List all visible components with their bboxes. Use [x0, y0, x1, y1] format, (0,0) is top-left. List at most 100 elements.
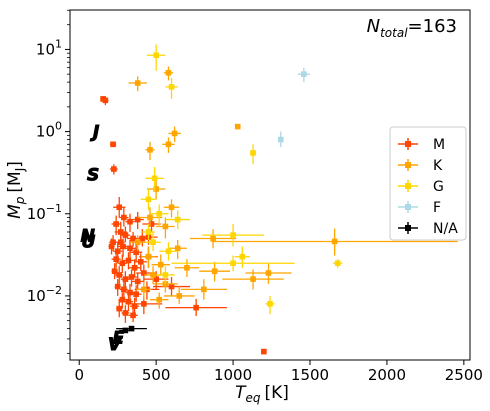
data-point — [168, 239, 187, 260]
data-point — [123, 239, 137, 260]
point-marker — [119, 296, 126, 303]
point-marker — [265, 270, 272, 276]
point-marker — [150, 272, 156, 278]
solar-system-planet-label: N — [81, 227, 95, 247]
point-marker — [127, 218, 133, 225]
point-marker — [147, 147, 153, 153]
legend-label: G — [433, 179, 444, 195]
data-point — [119, 327, 132, 334]
data-point — [150, 204, 169, 227]
point-marker — [267, 301, 273, 307]
data-point — [123, 294, 134, 312]
point-marker — [174, 245, 181, 252]
legend-entry: F — [398, 200, 441, 216]
data-point — [131, 212, 144, 230]
point-marker — [239, 253, 246, 260]
point-marker — [168, 84, 175, 90]
legend-swatch-marker — [405, 183, 411, 189]
point-marker — [141, 286, 147, 293]
point-marker — [145, 253, 152, 260]
point-marker — [141, 301, 147, 307]
data-point — [119, 207, 129, 227]
y-axis-ticks: 10−2 10−1 100 101 — [27, 9, 70, 354]
solar-system-markers: J S NU EV — [80, 122, 125, 355]
data-point — [120, 281, 128, 300]
data-point — [234, 123, 241, 130]
data-point — [120, 226, 130, 243]
data-point — [108, 238, 115, 255]
data-point — [165, 298, 227, 316]
point-marker — [117, 239, 124, 246]
data-point — [128, 76, 147, 92]
point-marker — [230, 232, 236, 238]
data-point — [115, 266, 124, 284]
point-marker — [334, 260, 341, 267]
point-marker — [147, 214, 153, 221]
point-marker — [176, 293, 183, 299]
data-point — [165, 210, 190, 230]
point-marker — [162, 272, 169, 278]
data-point — [116, 325, 147, 332]
point-marker — [211, 268, 218, 274]
data-point — [114, 279, 121, 296]
point-marker — [165, 69, 172, 76]
solar-system-planet-label: S — [87, 166, 99, 186]
y-tick-label: 100 — [36, 120, 62, 141]
point-marker — [184, 264, 190, 271]
point-marker — [174, 216, 181, 223]
data-point — [250, 144, 257, 165]
data-point — [199, 261, 230, 282]
point-marker — [168, 283, 175, 290]
y-tick-label: 101 — [36, 37, 62, 58]
data-point — [153, 276, 190, 296]
data-point — [211, 228, 458, 256]
point-marker — [128, 274, 135, 280]
point-marker — [121, 214, 127, 221]
point-marker — [130, 312, 136, 319]
point-marker — [116, 272, 123, 278]
point-marker — [134, 278, 141, 285]
data-point — [146, 181, 166, 200]
data-point — [111, 263, 118, 280]
point-marker — [122, 327, 129, 334]
data-point — [151, 254, 170, 275]
legend-entry: G — [398, 179, 444, 195]
data-point — [117, 254, 127, 274]
point-marker — [250, 276, 256, 282]
point-marker — [157, 261, 164, 268]
data-point — [156, 266, 175, 284]
solar-system-planet-label: E — [113, 329, 125, 349]
point-marker — [127, 289, 133, 296]
point-marker — [122, 232, 129, 238]
data-point — [163, 286, 195, 304]
point-marker — [201, 286, 207, 293]
plot-frame — [69, 9, 471, 361]
legend-entry: N/A — [398, 221, 458, 237]
solar-system-planet-label: U — [82, 232, 96, 252]
data-point — [121, 305, 130, 323]
point-marker — [113, 256, 119, 262]
data-point — [128, 307, 138, 323]
point-marker — [171, 130, 178, 137]
point-marker — [210, 235, 216, 242]
point-marker — [110, 239, 116, 246]
data-point — [165, 77, 178, 99]
legend-entry: M — [398, 137, 445, 153]
data-point — [245, 263, 292, 284]
data-point — [171, 255, 295, 272]
point-marker — [153, 52, 159, 59]
y-tick-label: 10−1 — [27, 202, 62, 223]
x-axis-ticks: 0 500 1000 1500 2000 2500 — [74, 360, 483, 384]
solar-system-planet-label: V — [108, 335, 123, 355]
point-marker — [125, 298, 132, 305]
data-point — [125, 283, 135, 300]
legend-label: K — [433, 158, 443, 174]
x-tick-label: 2000 — [368, 366, 406, 384]
point-marker — [117, 229, 124, 235]
point-marker — [165, 248, 172, 255]
data-point — [130, 244, 143, 262]
point-marker — [250, 150, 256, 156]
point-marker — [127, 245, 133, 252]
